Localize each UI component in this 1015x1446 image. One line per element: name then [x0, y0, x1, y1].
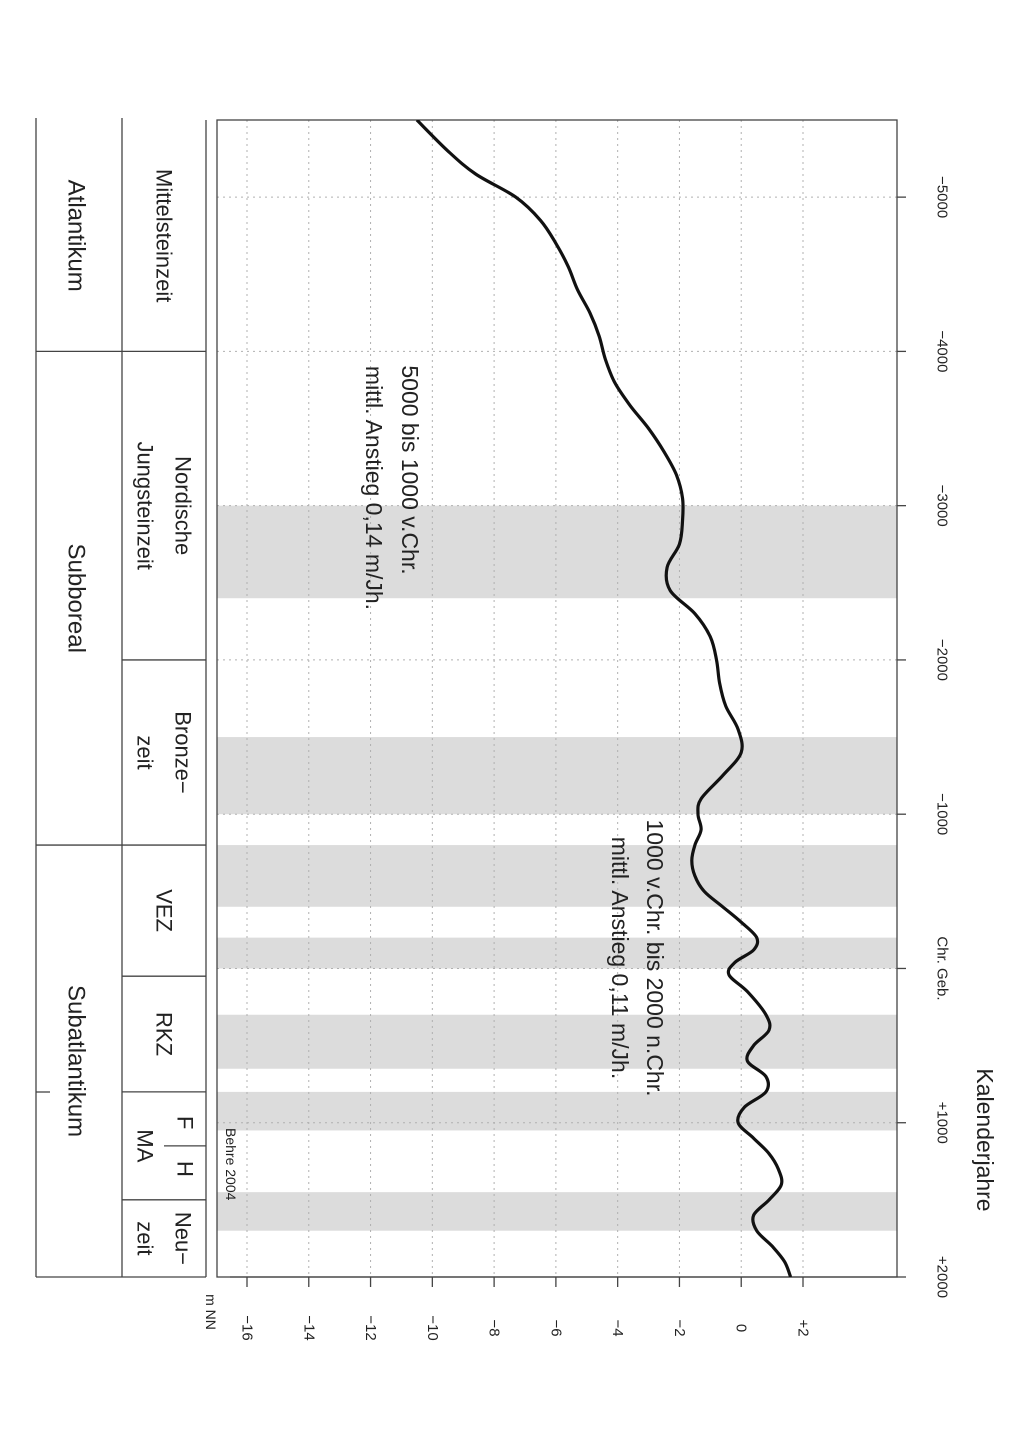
year-tick-label: +1000: [934, 1102, 951, 1144]
cultural-period-label: VEZ: [152, 889, 177, 932]
cultural-period-label: Neu−: [171, 1212, 196, 1265]
level-tick-label: −2: [671, 1319, 688, 1336]
level-tick-label: −10: [424, 1315, 441, 1340]
cultural-period-label: zeit: [133, 735, 158, 769]
level-tick-label: −8: [486, 1319, 503, 1336]
medieval-high-label: H: [173, 1161, 198, 1177]
year-tick-label: +2000: [934, 1256, 951, 1298]
medieval-label: MA: [133, 1129, 158, 1162]
annotation-late-rate: mittl. Anstieg 0,11 m/Jh.: [607, 837, 633, 1079]
cultural-period-label: zeit: [133, 1221, 158, 1255]
annotations: 5000 bis 1000 v.Chr. mittl. Anstieg 0,14 …: [223, 365, 668, 1200]
shaded-period-0: [217, 505, 897, 599]
medieval-early-label: F: [173, 1116, 198, 1129]
level-tick-label: −6: [547, 1319, 564, 1336]
annotation-early-rate: mittl. Anstieg 0,14 m/Jh.: [361, 366, 387, 610]
level-tick-label: 0: [733, 1324, 750, 1332]
annotation-early-range: 5000 bis 1000 v.Chr.: [397, 365, 423, 574]
year-axis-title: Kalenderjahre: [972, 1068, 998, 1211]
level-axis: +2 0 −2 −4 −6 −8 −10 −12 −14 −16 m NN: [203, 1276, 897, 1341]
cultural-period-label: Mittelsteinzeit: [152, 169, 177, 302]
cultural-period-label: Bronze−: [171, 711, 196, 794]
climate-period-label: Subboreal: [63, 544, 90, 653]
level-tick-label: −14: [300, 1315, 317, 1340]
climate-period-label: Atlantikum: [63, 180, 90, 292]
shaded-period-3: [217, 937, 897, 969]
year-axis: −5000 −4000 −3000 −2000 −1000 Chr. Geb. +1000 +…: [897, 176, 998, 1298]
annotation-late-range: 1000 v.Chr. bis 2000 n.Chr.: [642, 819, 668, 1096]
climate-period-label: Subatlantikum: [63, 985, 90, 1137]
level-tick-label: −12: [362, 1315, 379, 1340]
plot-area: [217, 120, 897, 1277]
level-axis-title: m NN: [203, 1294, 219, 1330]
climate-periods: Atlantikum Subboreal Subatlantikum: [35, 118, 206, 1278]
year-tick-label: −4000: [934, 330, 951, 372]
cultural-periods: Mittelsteinzeit Nordische Jungsteinzeit Bro…: [121, 118, 206, 1277]
shaded-period-1: [217, 737, 897, 815]
level-tick-label: +2: [795, 1319, 812, 1336]
cultural-period-label: RKZ: [152, 1012, 177, 1056]
year-tick-label: −1000: [934, 793, 951, 835]
year-tick-label: Chr. Geb.: [934, 936, 951, 1000]
year-tick-label: −2000: [934, 639, 951, 681]
year-tick-label: −3000: [934, 485, 951, 527]
grid: [217, 120, 897, 1278]
shaded-period-6: [217, 1192, 897, 1231]
shaded-period-5: [217, 1091, 897, 1131]
shaded-periods: [217, 505, 897, 1231]
level-tick-label: −16: [239, 1315, 256, 1340]
shaded-period-4: [217, 1014, 897, 1069]
cultural-period-label: Nordische: [171, 456, 196, 555]
shaded-period-2: [217, 845, 897, 907]
year-tick-label: −5000: [934, 176, 951, 218]
cultural-period-label: Jungsteinzeit: [133, 441, 158, 569]
level-tick-label: −4: [609, 1319, 626, 1336]
source-credit: Behre 2004: [223, 1128, 239, 1201]
sea-level-curve: [415, 120, 793, 1277]
